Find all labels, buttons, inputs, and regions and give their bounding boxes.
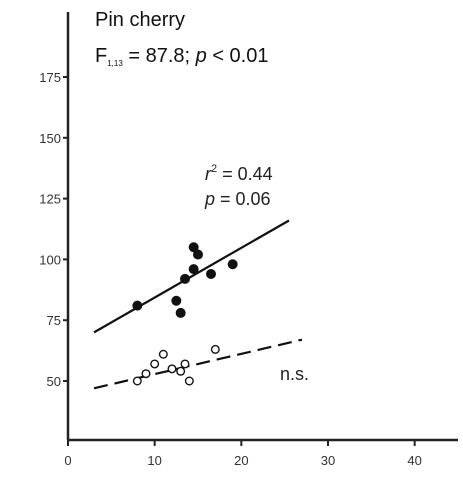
filled-fit-line xyxy=(93,219,290,334)
filled-data-point xyxy=(227,259,238,270)
y-tick-label: 150 xyxy=(39,131,61,146)
open-data-point xyxy=(150,359,160,369)
p-value: = 0.06 xyxy=(215,189,271,209)
f-value: = 87.8; xyxy=(123,45,196,67)
p-symbol: p xyxy=(204,189,215,209)
filled-data-point xyxy=(193,249,203,260)
x-tick-label: 20 xyxy=(234,453,248,468)
open-data-point xyxy=(141,369,151,379)
f-statistic: F1,13 = 87.8; p < 0.01 xyxy=(95,45,268,68)
y-tick-label: 50 xyxy=(47,374,61,389)
f-subscript: 1,13 xyxy=(107,59,123,68)
open-data-point xyxy=(184,376,194,386)
x-tick-label: 40 xyxy=(407,453,421,468)
r-symbol: r xyxy=(205,164,212,184)
filled-data-point xyxy=(171,295,182,306)
x-tick-label: 0 xyxy=(64,453,71,468)
y-tick-label: 125 xyxy=(39,192,61,207)
ticks: 50 75 100 125 150 175 0 10 20 30 40 xyxy=(39,70,422,468)
open-data-point xyxy=(210,344,220,354)
axes xyxy=(66,12,458,442)
f-p-symbol: p xyxy=(195,45,207,67)
y-tick-label: 100 xyxy=(39,252,61,267)
filled-data-point xyxy=(188,242,199,253)
filled-data-point xyxy=(175,307,186,318)
open-data-point xyxy=(176,366,186,376)
f-symbol: F xyxy=(95,45,107,67)
filled-data-point xyxy=(206,268,216,279)
f-p-value: < 0.01 xyxy=(207,45,269,67)
open-data-point xyxy=(167,364,177,374)
open-fit-line xyxy=(93,338,303,390)
r-value: = 0.44 xyxy=(217,164,273,184)
r-exponent: 2 xyxy=(211,163,217,175)
chart-title: Pin cherry xyxy=(95,9,185,31)
open-data-point xyxy=(180,359,190,369)
data-points xyxy=(132,242,238,386)
filled-data-point xyxy=(180,273,190,284)
y-tick-label: 75 xyxy=(47,313,61,328)
filled-data-point xyxy=(188,264,199,275)
open-data-point xyxy=(132,376,142,386)
y-tick-label: 175 xyxy=(39,70,61,85)
open-data-point xyxy=(158,349,168,359)
fit-lines xyxy=(93,219,303,390)
x-tick-label: 30 xyxy=(321,453,335,468)
x-tick-label: 10 xyxy=(147,453,161,468)
filled-data-point xyxy=(132,300,143,311)
filled-p-value: p = 0.06 xyxy=(204,189,271,209)
open-ns-label: n.s. xyxy=(280,364,309,384)
filled-r-squared: r2 = 0.44 xyxy=(205,163,273,184)
